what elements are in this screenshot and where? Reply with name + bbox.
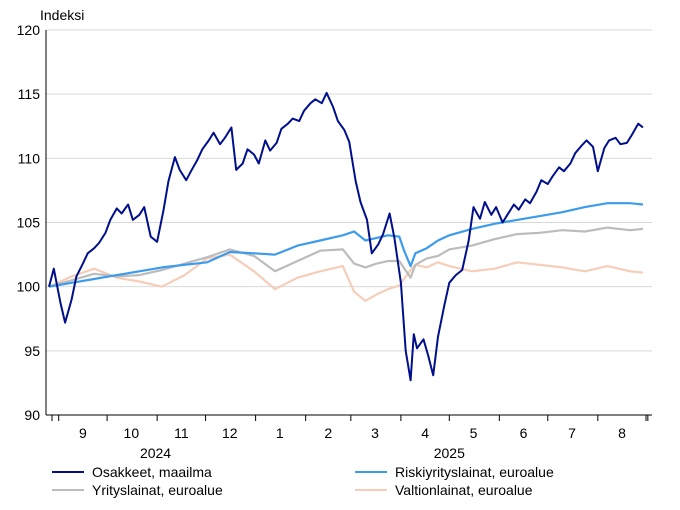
legend-item-valtionlainat: Valtionlainat, euroalue bbox=[355, 481, 533, 499]
y-axis-ticks: 90 95 100 105 110 115 120 bbox=[17, 22, 47, 423]
y-tick-label-110: 110 bbox=[18, 150, 41, 166]
x-tick-label-6: 6 bbox=[520, 425, 528, 441]
legend-swatch-valtionlainat bbox=[355, 489, 387, 492]
legend: Osakkeet, maailma Riskiyrityslainat, eur… bbox=[0, 462, 680, 506]
y-tick-label-100: 100 bbox=[17, 279, 41, 295]
x-year-label-2024: 2024 bbox=[140, 445, 171, 461]
x-tick-label-5: 5 bbox=[470, 425, 478, 441]
x-year-label-2025: 2025 bbox=[434, 445, 465, 461]
series-lines bbox=[48, 91, 644, 382]
y-tick-label-105: 105 bbox=[17, 215, 41, 231]
y-tick-label-120: 120 bbox=[17, 22, 41, 38]
x-tick-label-10: 10 bbox=[124, 425, 140, 441]
legend-swatch-yrityslainat bbox=[52, 489, 84, 492]
x-tick-label-3: 3 bbox=[371, 425, 379, 441]
x-tick-label-4: 4 bbox=[421, 425, 429, 441]
legend-label-osakkeet: Osakkeet, maailma bbox=[92, 464, 212, 480]
series-line-2 bbox=[48, 226, 644, 288]
legend-swatch-riskiyrityslainat bbox=[355, 471, 387, 474]
legend-label-valtionlainat: Valtionlainat, euroalue bbox=[395, 482, 533, 498]
x-tick-label-7: 7 bbox=[568, 425, 576, 441]
legend-label-yrityslainat: Yrityslainat, euroalue bbox=[92, 482, 223, 498]
gridlines bbox=[46, 29, 652, 352]
x-tick-label-8: 8 bbox=[618, 425, 626, 441]
y-tick-label-115: 115 bbox=[18, 86, 41, 102]
y-tick-label-90: 90 bbox=[24, 407, 40, 423]
legend-item-riskiyrityslainat: Riskiyrityslainat, euroalue bbox=[355, 463, 554, 481]
series-line-0 bbox=[48, 91, 644, 382]
y-tick-label-95: 95 bbox=[24, 343, 40, 359]
legend-item-yrityslainat: Yrityslainat, euroalue bbox=[52, 481, 223, 499]
x-tick-label-9: 9 bbox=[79, 425, 87, 441]
legend-item-osakkeet: Osakkeet, maailma bbox=[52, 463, 212, 481]
legend-label-riskiyrityslainat: Riskiyrityslainat, euroalue bbox=[395, 464, 554, 480]
x-tick-label-1: 1 bbox=[276, 425, 284, 441]
series-line-3 bbox=[48, 253, 644, 302]
x-tick-label-11: 11 bbox=[174, 425, 189, 441]
x-tick-label-2: 2 bbox=[324, 425, 332, 441]
y-axis-label: Indeksi bbox=[40, 7, 84, 23]
legend-swatch-osakkeet bbox=[52, 471, 84, 474]
x-tick-label-12: 12 bbox=[222, 425, 238, 441]
